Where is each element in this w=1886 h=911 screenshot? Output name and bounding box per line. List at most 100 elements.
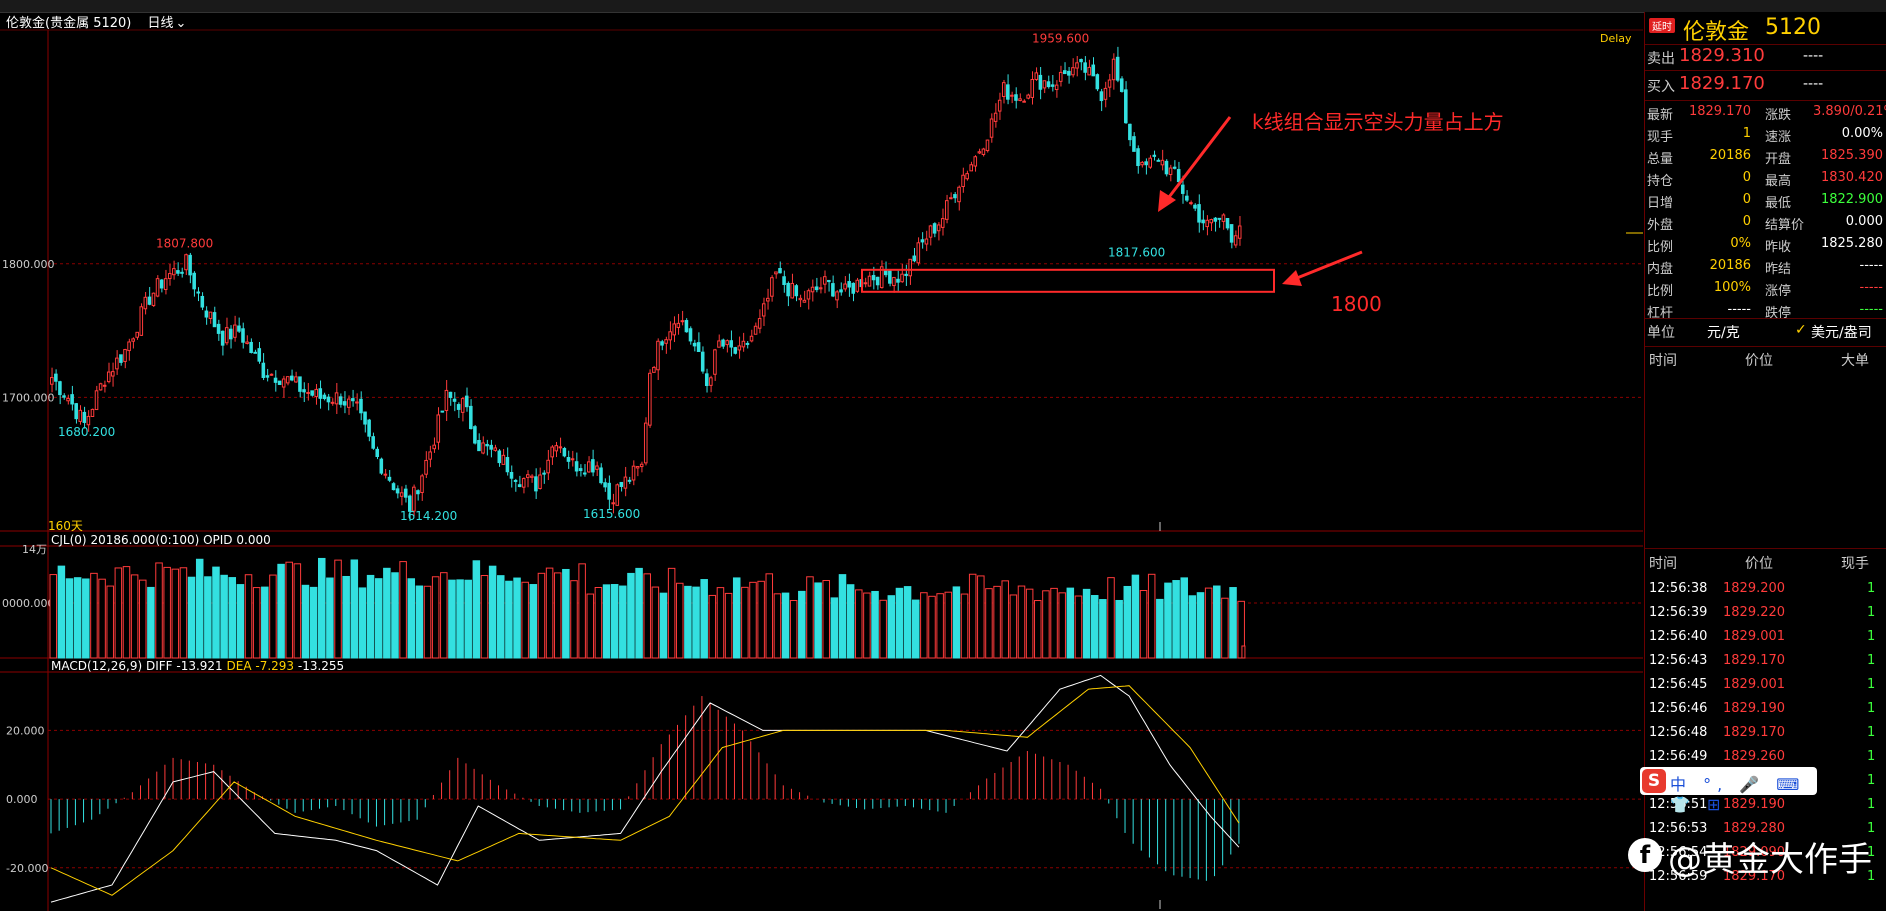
candle-body xyxy=(595,465,599,470)
candle-body xyxy=(591,459,595,473)
candle-body xyxy=(464,395,469,408)
ime-toolbar[interactable]: S 中 °, 🎤 ⌨ 👕 ⊞ xyxy=(1640,767,1817,814)
volume-bar xyxy=(1066,587,1075,659)
tick-cell: 1 xyxy=(1867,677,1876,692)
volume-bar xyxy=(1196,592,1205,659)
volume-bar xyxy=(1090,595,1099,659)
macd-indicator[interactable]: MACD(12,26,9) xyxy=(51,659,143,673)
candle-body xyxy=(749,335,754,342)
volume-bar xyxy=(676,582,684,659)
candle-body xyxy=(1001,82,1006,98)
tick-header-time: 时间 xyxy=(1649,556,1677,572)
unit-option-cny[interactable]: 元/克 xyxy=(1707,325,1740,341)
chevron-down-icon[interactable]: ⌄ xyxy=(175,16,187,31)
volume-bar xyxy=(513,577,521,659)
volume-bar xyxy=(732,577,741,659)
unit-option-usd[interactable]: 美元/盎司 xyxy=(1811,325,1872,341)
candle-body xyxy=(607,482,611,500)
candle-body xyxy=(403,488,408,498)
sell-label: 卖出 xyxy=(1647,51,1675,67)
candle-body xyxy=(367,419,371,437)
candle-body xyxy=(66,397,70,402)
candle-body xyxy=(582,472,587,475)
candle-body xyxy=(550,446,554,458)
candle-body xyxy=(896,278,900,283)
candle-body xyxy=(233,324,237,338)
candle-body xyxy=(1103,87,1108,100)
volume-bar xyxy=(488,565,497,659)
candle-body xyxy=(1115,56,1120,81)
volume-bar xyxy=(415,585,424,659)
volume-indicator[interactable]: CJL(0) xyxy=(51,533,87,547)
candle-body xyxy=(342,401,347,406)
candle-body xyxy=(1099,91,1104,102)
candle-body xyxy=(147,296,152,305)
volume-bar xyxy=(1172,580,1180,659)
symbol-label[interactable]: 伦敦金(贵金属 5120) xyxy=(6,16,132,31)
volume-bar xyxy=(456,579,464,659)
tick-cell: 1 xyxy=(1867,605,1876,620)
ime-tools[interactable]: 中 °, 🎤 ⌨ 👕 ⊞ xyxy=(1670,775,1806,814)
candle-body xyxy=(70,394,74,405)
tick-cell: 1829.170 xyxy=(1723,869,1786,884)
candle-body xyxy=(558,446,563,449)
candle-body xyxy=(50,377,54,385)
candle-body xyxy=(493,447,498,451)
candle-body xyxy=(326,396,331,403)
quote-label: 涨停 xyxy=(1765,284,1792,299)
volume-bar xyxy=(635,567,643,659)
candle-body xyxy=(94,390,99,411)
tick-cell: 1829.001 xyxy=(1723,629,1786,644)
candle-body xyxy=(1075,62,1079,69)
candle-body xyxy=(985,139,990,152)
tick-row: 12:56:43 1829.170 1 xyxy=(1645,650,1886,674)
period-selector[interactable]: 日线 xyxy=(147,16,174,31)
tick-row: 12:56:54 1829.090 1 xyxy=(1645,842,1886,866)
candle-body xyxy=(782,276,786,286)
volume-bar xyxy=(781,592,790,659)
candle-body xyxy=(863,282,868,285)
volume-bar xyxy=(1188,595,1197,659)
volume-bar xyxy=(651,586,660,659)
buy-price: 1829.170 xyxy=(1679,73,1765,94)
quote-label: 速涨 xyxy=(1765,130,1792,145)
candle-body xyxy=(599,467,603,484)
buy-label: 买入 xyxy=(1647,79,1675,95)
candle-body xyxy=(489,444,493,450)
tick-cell: 12:56:40 xyxy=(1649,629,1708,644)
candle-body xyxy=(1213,217,1218,222)
candle-body xyxy=(883,269,888,276)
quote-value: 20186 xyxy=(1709,148,1751,163)
tick-header-price: 价位 xyxy=(1745,556,1773,572)
tick-cell: 12:56:43 xyxy=(1649,653,1708,668)
candle-body xyxy=(977,151,982,154)
candle-body xyxy=(965,173,969,180)
tick-row: 12:56:59 1829.170 1 xyxy=(1645,866,1886,890)
candle-body xyxy=(696,342,701,353)
sell-volume: ---- xyxy=(1803,48,1824,64)
quote-value: 0% xyxy=(1730,236,1751,251)
volume-bar xyxy=(1107,577,1115,659)
quote-label: 比例 xyxy=(1647,240,1674,255)
quote-label: 总量 xyxy=(1647,152,1674,167)
volume-bar xyxy=(1034,600,1042,659)
candle-body xyxy=(741,340,746,348)
quote-value: 0.000 xyxy=(1845,214,1883,229)
volume-bar xyxy=(195,558,204,659)
tick-cell: 1 xyxy=(1867,845,1876,860)
sogou-icon[interactable]: S xyxy=(1642,769,1666,793)
volume-bar xyxy=(1115,599,1123,659)
candle-body xyxy=(729,340,733,348)
facebook-icon: f xyxy=(1628,838,1662,872)
candle-body xyxy=(603,482,607,488)
candle-body xyxy=(1128,123,1132,141)
candle-body xyxy=(778,268,782,274)
volume-header: CJL(0) 20186.000(0:100) OPID 0.000 xyxy=(51,533,271,547)
chart-area[interactable]: 1800.000 1700.000 14万 0000.000 20.000 0.000 -2… xyxy=(0,0,1644,911)
volume-bar xyxy=(252,587,261,659)
tick-cell: 1829.001 xyxy=(1723,677,1786,692)
candle-body xyxy=(989,118,994,138)
candle-body xyxy=(700,351,705,372)
candle-body xyxy=(1030,79,1035,98)
volume-bar xyxy=(936,593,944,659)
